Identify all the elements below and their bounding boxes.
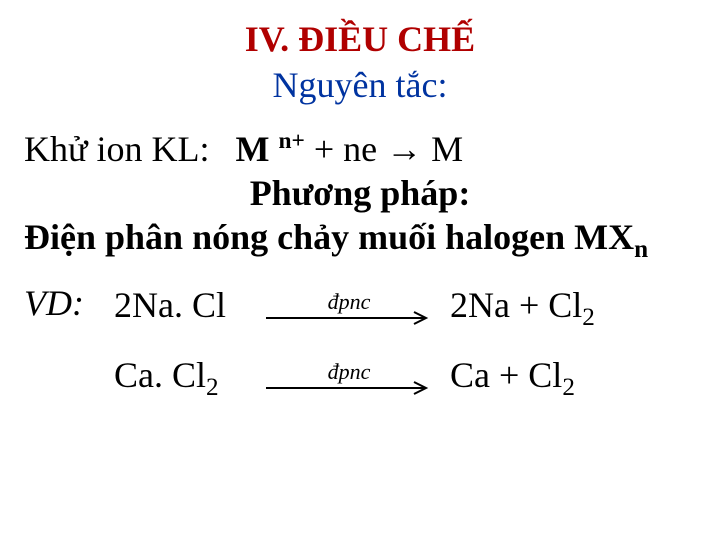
slide-title: IV. ĐIỀU CHẾ: [24, 18, 696, 60]
arrow-icon: [264, 381, 434, 395]
arrow-label: đpnc: [328, 291, 371, 313]
example-left: Ca. Cl2: [114, 354, 254, 402]
arrow-icon: [264, 311, 434, 325]
example-row: 2Na. Cl đpnc 2Na + Cl2: [114, 282, 696, 334]
examples-rows: 2Na. Cl đpnc 2Na + Cl2 Ca. Cl2: [114, 282, 696, 422]
ex-right-a-sub: 2: [582, 304, 595, 331]
example-right: 2Na + Cl2: [444, 284, 696, 332]
reduction-rhs: M: [431, 129, 463, 169]
reduction-body: M n+ + ne → M: [236, 128, 464, 170]
reaction-arrow: đpnc: [254, 361, 444, 395]
method-line-sub: n: [634, 236, 648, 263]
reduction-mid: + ne →: [305, 129, 431, 169]
ex-right-a: 2Na + Cl: [450, 285, 582, 325]
ex-right-a-sub: 2: [562, 374, 575, 401]
method-line: Điện phân nóng chảy muối halogen MXn: [24, 216, 696, 264]
slide: IV. ĐIỀU CHẾ Nguyên tắc: Khử ion KL: M n…: [0, 0, 720, 540]
reaction-arrow: đpnc: [254, 291, 444, 325]
ex-left-base: 2Na. Cl: [114, 285, 226, 325]
reduction-label: Khử ion KL:: [24, 128, 210, 170]
ex-right-a: Ca + Cl: [450, 355, 562, 395]
reduction-lhs-sup: n+: [279, 128, 305, 154]
arrow-label: đpnc: [328, 361, 371, 383]
ex-left-sub: 2: [206, 374, 219, 401]
example-row: Ca. Cl2 đpnc Ca + Cl2: [114, 352, 696, 404]
examples-label: VD:: [24, 282, 114, 324]
method-line-prefix: Điện phân nóng chảy muối halogen MX: [24, 217, 634, 257]
method-title: Phương pháp:: [24, 172, 696, 214]
reduction-equation: Khử ion KL: M n+ + ne → M: [24, 128, 696, 170]
example-left: 2Na. Cl: [114, 284, 254, 332]
ex-left-base: Ca. Cl: [114, 355, 206, 395]
slide-subtitle: Nguyên tắc:: [24, 64, 696, 106]
reduction-lhs-base: M: [236, 129, 270, 169]
examples-block: VD: 2Na. Cl đpnc 2Na + Cl2: [24, 282, 696, 422]
example-right: Ca + Cl2: [444, 354, 696, 402]
